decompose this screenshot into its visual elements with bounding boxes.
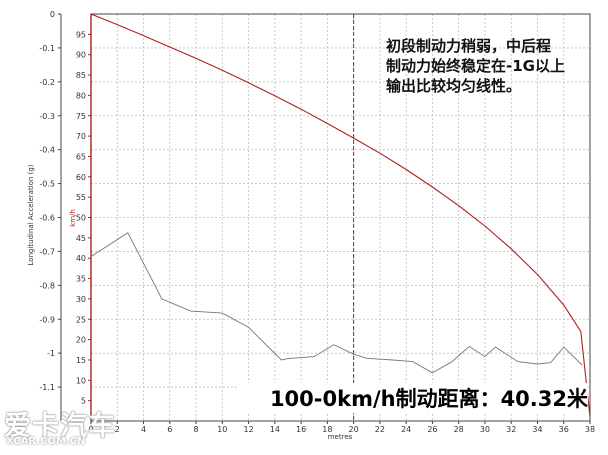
speed-tick-label: 95 — [76, 30, 86, 39]
speed-tick-label: 70 — [76, 132, 86, 141]
left-axis-title: Longitudinal Acceleration (g) — [27, 164, 35, 265]
x-tick-label: 12 — [243, 425, 253, 434]
series — [90, 13, 591, 417]
watermark-logo: 爱卡汽车 — [4, 411, 116, 442]
speed-tick-label: 10 — [76, 376, 86, 385]
left-tick-label: -0.1 — [39, 44, 55, 53]
annotation-line: 制动力始终稳定在-1G以上 — [386, 57, 565, 75]
x-tick-label: 22 — [375, 425, 385, 434]
watermark-url: XCAR.COM.CN — [6, 436, 86, 447]
annotation-text: 初段制动力稍弱，中后程 制动力始终稳定在-1G以上 输出比较均匀线性。 — [386, 36, 601, 96]
speed-axis-title: km/h — [69, 209, 77, 227]
x-tick-label: 34 — [532, 425, 542, 434]
annotation-line: 初段制动力稍弱，中后程 — [386, 37, 552, 55]
speed-tick-label: 20 — [76, 336, 86, 345]
speed-tick-label: 15 — [76, 356, 86, 365]
left-tick-label: -0.6 — [39, 214, 55, 223]
x-tick-label: 30 — [480, 425, 490, 434]
x-tick-label: 20 — [349, 425, 359, 434]
x-tick-label: 8 — [194, 425, 199, 434]
x-tick-label: 36 — [559, 425, 569, 434]
speed-tick-label: 75 — [76, 112, 86, 121]
speed-tick-label: 40 — [76, 254, 86, 263]
left-tick-label: -0.9 — [39, 315, 55, 324]
speed-tick-label: 55 — [76, 193, 86, 202]
speed-axis-ticks: 95 90 85 80 75 70 65 60 55 50 45 40 35 30 25 20 15 10 5 — [76, 30, 91, 406]
x-tick-label: 26 — [427, 425, 437, 434]
left-tick-label: -1.1 — [39, 383, 55, 392]
left-tick-label: -0.7 — [39, 247, 55, 256]
left-tick-label: -0.2 — [39, 78, 55, 87]
annotation-line: 输出比较均匀线性。 — [386, 77, 522, 95]
x-tick-label: 0 — [88, 425, 93, 434]
acceleration-series-line — [90, 232, 583, 374]
speed-tick-label: 80 — [76, 91, 86, 100]
speed-tick-label: 50 — [76, 214, 86, 223]
speed-tick-label: 30 — [76, 295, 86, 304]
left-tick-label: -0.4 — [39, 146, 55, 155]
x-tick-label: 38 — [585, 425, 595, 434]
speed-tick-label: 35 — [76, 275, 86, 284]
speed-tick-label: 85 — [76, 71, 86, 80]
speed-tick-label: 65 — [76, 152, 86, 161]
left-tick-label: -0.3 — [39, 112, 55, 121]
speed-tick-label: 60 — [76, 173, 86, 182]
x-tick-label: 32 — [506, 425, 516, 434]
speed-tick-label: 25 — [76, 315, 86, 324]
x-tick-label: 10 — [217, 425, 227, 434]
left-tick-label: -0.5 — [39, 180, 55, 189]
speed-tick-label: 5 — [81, 397, 86, 406]
x-tick-label: 16 — [296, 425, 306, 434]
x-tick-label: 4 — [141, 425, 146, 434]
x-tick-label: 18 — [322, 425, 332, 434]
left-tick-label: -0.8 — [39, 281, 55, 290]
x-tick-label: 6 — [167, 425, 172, 434]
left-tick-label: -1 — [47, 349, 55, 358]
left-tick-label: 0 — [50, 10, 55, 19]
x-axis-ticks: 0 2 4 6 8 10 12 14 16 18 20 22 24 26 28 30 32 34 36 38 — [88, 421, 595, 434]
x-tick-label: 2 — [115, 425, 120, 434]
speed-series-line — [90, 13, 591, 417]
speed-tick-label: 45 — [76, 234, 86, 243]
x-tick-label: 24 — [401, 425, 411, 434]
x-axis-title: metres — [328, 433, 353, 441]
speed-tick-label: 90 — [76, 51, 86, 60]
left-axis-ticks: 0 -0.1 -0.2 -0.3 -0.4 -0.5 -0.6 -0.7 -0.8 -0.9 -1 -… — [39, 10, 61, 392]
braking-distance-headline: 100-0km/h制动距离：40.32米 — [238, 383, 588, 413]
x-tick-label: 28 — [454, 425, 464, 434]
x-tick-label: 14 — [270, 425, 280, 434]
